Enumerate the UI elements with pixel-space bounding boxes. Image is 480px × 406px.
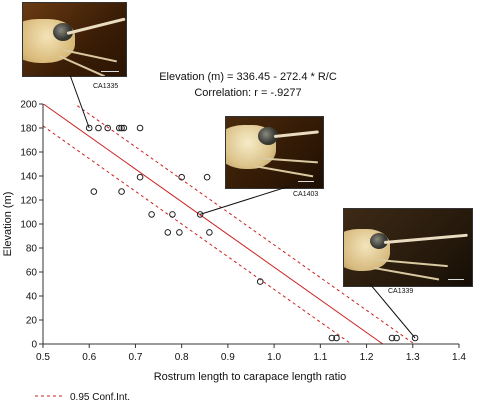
data-point-17 xyxy=(206,229,213,236)
data-point-16 xyxy=(176,229,183,236)
data-point-20 xyxy=(333,334,340,342)
data-point-19 xyxy=(328,334,336,342)
y-tick-label-3: 60 xyxy=(26,268,38,279)
data-point-21 xyxy=(388,334,396,342)
data-point-8 xyxy=(118,188,125,195)
callout-line-ca1339 xyxy=(369,283,416,339)
data-point-10 xyxy=(178,173,185,181)
data-point-9 xyxy=(136,173,144,181)
data-point-22 xyxy=(393,334,400,342)
chart-title-line1: Elevation (m) = 336.45 - 272.4 * R/C xyxy=(159,71,337,83)
y-tick-label-8: 160 xyxy=(20,148,37,159)
data-point-11 xyxy=(203,173,211,181)
data-point-1 xyxy=(95,124,102,132)
callout-label-ca1339: CA1339 xyxy=(388,288,413,295)
data-point-18 xyxy=(256,278,264,285)
x-axis-label: Rostrum length to carapace length ratio xyxy=(154,371,347,383)
x-tick-label-8: 1.3 xyxy=(406,352,420,363)
x-tick-label-3: 0.8 xyxy=(175,352,189,363)
data-point-7 xyxy=(90,188,98,195)
data-point-14 xyxy=(196,211,204,218)
points-layer xyxy=(85,124,419,342)
y-tick-label-10: 200 xyxy=(20,100,37,111)
x-tick-label-1: 0.6 xyxy=(82,352,96,363)
callout-label-ca1335: CA1335 xyxy=(93,83,118,90)
x-tick-label-7: 1.2 xyxy=(360,352,374,363)
axes-layer: 0.5 0.6 0.7 0.8 0.9 1.0 1.1 1.2 1.3 1.4 0 20 40 60 80 1… xyxy=(20,100,466,364)
x-tick-label-0: 0.5 xyxy=(36,352,50,363)
y-axis-label: Elevation (m) xyxy=(2,192,14,257)
specimen-callouts-layer: CA1335 CA1403 CA1339 xyxy=(69,74,416,339)
data-point-15 xyxy=(164,229,172,236)
legend-label-conf-int: 0.95 Conf.Int. xyxy=(70,392,130,403)
y-tick-label-7: 140 xyxy=(20,172,37,183)
x-tick-label-2: 0.7 xyxy=(128,352,142,363)
regression-line xyxy=(43,104,384,344)
y-tick-label-4: 80 xyxy=(26,244,38,255)
fit-lines-layer xyxy=(43,104,416,344)
y-tick-label-0: 0 xyxy=(31,340,37,351)
x-tick-label-6: 1.1 xyxy=(313,352,327,363)
data-point-23 xyxy=(411,334,419,342)
callout-line-ca1403 xyxy=(200,185,291,215)
y-tick-label-2: 40 xyxy=(26,292,38,303)
x-tick-label-4: 0.9 xyxy=(221,352,235,363)
data-point-0 xyxy=(85,124,93,132)
data-point-3 xyxy=(115,124,123,132)
callout-label-ca1403: CA1403 xyxy=(293,191,318,198)
y-tick-label-9: 180 xyxy=(20,124,37,135)
x-tick-label-9: 1.4 xyxy=(452,352,466,363)
chart-title-line2: Correlation: r = -.9277 xyxy=(194,87,301,99)
callout-line-ca1335 xyxy=(69,74,90,129)
specimen-photo-ca1403 xyxy=(225,116,324,189)
data-point-6 xyxy=(136,124,144,132)
specimen-photo-ca1339 xyxy=(343,208,473,287)
legend: 0.95 Conf.Int. xyxy=(35,392,130,403)
specimen-photo-ca1335 xyxy=(22,2,127,77)
y-tick-label-5: 100 xyxy=(20,220,37,231)
data-point-2 xyxy=(104,124,112,132)
y-tick-label-6: 120 xyxy=(20,196,37,207)
x-tick-label-5: 1.0 xyxy=(267,352,281,363)
y-tick-label-1: 20 xyxy=(26,316,38,327)
data-point-4 xyxy=(118,124,125,132)
data-point-12 xyxy=(148,211,155,218)
conf-int-lower-line xyxy=(43,125,353,344)
data-point-13 xyxy=(169,211,176,218)
conf-int-upper-line xyxy=(74,104,416,344)
data-point-5 xyxy=(120,124,128,132)
